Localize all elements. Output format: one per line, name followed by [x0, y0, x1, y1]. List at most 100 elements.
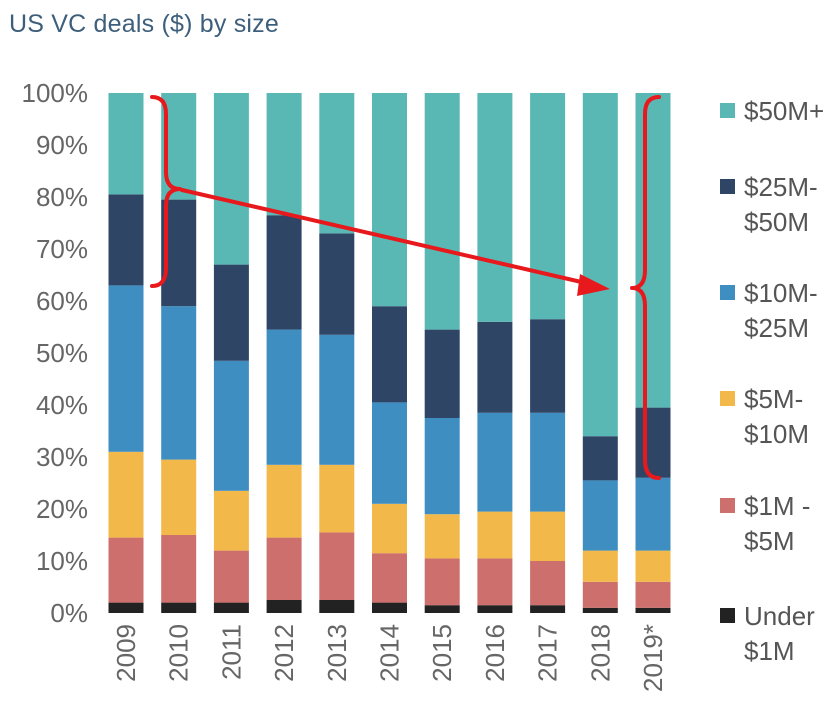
y-tick-label: 20%: [36, 494, 88, 524]
bar-segment: [372, 306, 407, 403]
legend-label: $50M+: [744, 96, 824, 126]
x-tick-label: 2013: [322, 624, 352, 682]
bar-segment: [582, 93, 618, 437]
legend-swatch: [720, 103, 735, 118]
y-tick-label: 0%: [50, 598, 88, 628]
left-bracket: [150, 95, 182, 288]
bar-segment: [635, 477, 671, 551]
x-tick-label: 2012: [269, 624, 299, 682]
bar-segment: [635, 581, 671, 608]
bar-segment: [530, 412, 566, 512]
bar-segment: [319, 464, 355, 533]
bar-segment: [161, 306, 197, 460]
bar-segment: [477, 558, 513, 606]
bar-segment: [424, 605, 460, 613]
legend-label: $50M: [744, 207, 809, 237]
bar-segment: [266, 215, 302, 330]
y-tick-label: 80%: [36, 182, 88, 212]
right-bracket: [630, 95, 661, 480]
bar-segment: [424, 514, 460, 559]
legend-label: $1M: [744, 636, 795, 666]
legend-swatch: [720, 391, 735, 406]
bar-segment: [266, 537, 302, 600]
x-tick-label: 2018: [585, 624, 615, 682]
y-tick-label: 40%: [36, 390, 88, 420]
legend-label: Under: [744, 601, 815, 631]
bar-segment: [477, 412, 513, 512]
bar-segment: [582, 436, 618, 481]
bar-segment: [530, 605, 566, 613]
annotation-arrow: [180, 188, 592, 286]
y-tick-label: 30%: [36, 442, 88, 472]
legend-label: $10M: [744, 419, 809, 449]
bar-segment: [582, 581, 618, 608]
bar-segment: [161, 459, 197, 535]
y-tick-label: 60%: [36, 286, 88, 316]
bar-segment: [372, 402, 407, 504]
bar-segment: [108, 602, 144, 613]
bar-segment: [213, 602, 249, 613]
bar-segment: [161, 602, 197, 613]
x-tick-label: 2016: [480, 624, 510, 682]
y-tick-label: 10%: [36, 546, 88, 576]
x-tick-label: 2009: [111, 624, 141, 682]
legend-label: $25M: [744, 313, 809, 343]
bar-segment: [582, 550, 618, 582]
bar-segment: [635, 93, 671, 408]
bar-segment: [266, 93, 302, 216]
bar-segment: [530, 561, 566, 606]
bar-segment: [477, 93, 513, 322]
legend-swatch: [720, 285, 735, 300]
bar-segment: [213, 264, 249, 361]
bar-segment: [477, 511, 513, 559]
y-tick-label: 90%: [36, 130, 88, 160]
bar-segment: [319, 600, 355, 613]
bar-segment: [319, 93, 355, 234]
bar-segment: [372, 93, 407, 307]
bar-segment: [424, 418, 460, 515]
bar-segment: [108, 537, 144, 603]
bar-segment: [635, 407, 671, 478]
legend-label: $5M: [744, 526, 795, 556]
y-tick-label: 50%: [36, 338, 88, 368]
bar-segment: [319, 532, 355, 600]
x-tick-label: 2017: [533, 624, 563, 682]
bar-segment: [108, 194, 144, 286]
bar-segment: [266, 464, 302, 538]
bar-segment: [319, 334, 355, 465]
x-tick-label: 2015: [427, 624, 457, 682]
bar-segment: [161, 535, 197, 603]
bar-segment: [213, 93, 249, 265]
bar-segment: [108, 93, 144, 195]
bar-segment: [372, 553, 407, 603]
bar-segment: [424, 329, 460, 418]
bar-segment: [477, 321, 513, 413]
bar-segment: [530, 319, 566, 413]
legend-label: $5M-: [744, 384, 803, 414]
bar-segment: [424, 558, 460, 606]
y-tick-label: 100%: [22, 78, 89, 108]
bar-segment: [213, 360, 249, 491]
bar-segment: [319, 233, 355, 335]
bar-segment: [582, 607, 618, 613]
bar-segment: [213, 490, 249, 551]
x-tick-label: 2010: [164, 624, 194, 682]
legend-swatch: [720, 179, 735, 194]
bar-segment: [266, 600, 302, 613]
bar-segment: [530, 511, 566, 561]
bar-segment: [213, 550, 249, 603]
bar-segment: [635, 607, 671, 613]
x-tick-label: 2011: [216, 624, 246, 680]
legend-label: $10M-: [744, 278, 818, 308]
bar-segment: [582, 480, 618, 551]
x-tick-label: 2014: [375, 624, 405, 682]
y-tick-label: 70%: [36, 234, 88, 264]
bar-segment: [530, 93, 566, 320]
bar-segment: [424, 93, 460, 330]
bar-segment: [266, 329, 302, 465]
legend-label: $25M-: [744, 172, 818, 202]
legend-swatch: [720, 498, 735, 513]
legend-swatch: [720, 608, 735, 623]
bar-segment: [372, 503, 407, 554]
